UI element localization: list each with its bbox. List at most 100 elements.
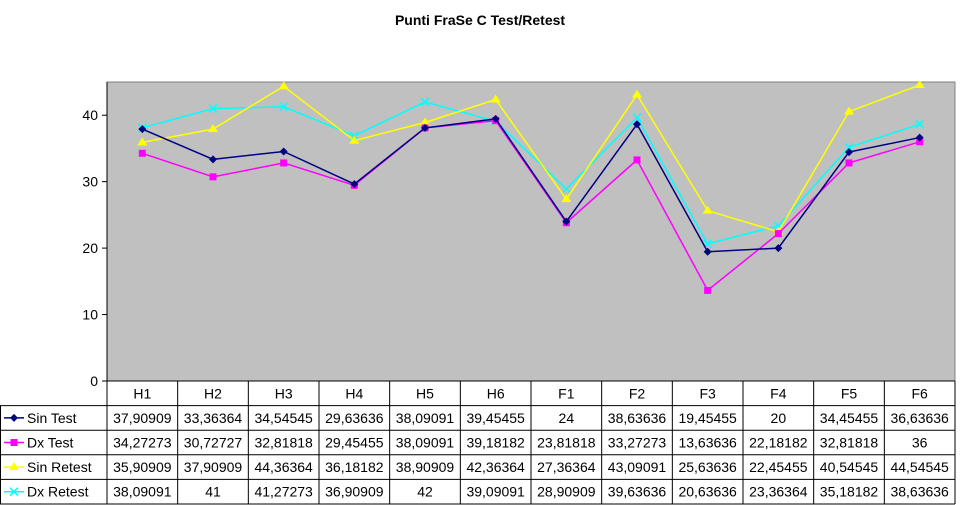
data-point bbox=[774, 230, 782, 238]
data-point bbox=[916, 138, 924, 146]
legend-label: Dx Test bbox=[27, 435, 74, 451]
data-label: 41 bbox=[205, 484, 221, 500]
data-label: 36,90909 bbox=[325, 484, 384, 500]
data-label: 40,54545 bbox=[820, 459, 879, 475]
data-point bbox=[703, 247, 712, 256]
data-point bbox=[208, 104, 218, 114]
data-label: 43,09091 bbox=[608, 459, 667, 475]
data-point bbox=[138, 149, 146, 157]
data-point-stroke bbox=[632, 113, 642, 123]
data-point bbox=[10, 439, 18, 446]
data-label: 36,63636 bbox=[890, 410, 949, 426]
data-point bbox=[845, 148, 853, 157]
category-label: H6 bbox=[487, 386, 505, 402]
data-label: 22,18182 bbox=[749, 435, 808, 451]
data-label: 28,90909 bbox=[537, 484, 596, 500]
data-point bbox=[138, 125, 147, 134]
data-point bbox=[561, 194, 572, 203]
data-label: 38,09091 bbox=[396, 410, 455, 426]
data-point-stroke bbox=[420, 97, 430, 107]
data-point-stroke bbox=[915, 119, 925, 129]
data-point bbox=[279, 102, 289, 112]
data-point bbox=[420, 117, 430, 126]
series-line bbox=[142, 84, 920, 233]
data-point bbox=[209, 155, 217, 164]
data-point-stroke bbox=[9, 487, 19, 497]
data-label: 25,63636 bbox=[678, 459, 737, 475]
data-label: 34,54545 bbox=[254, 410, 313, 426]
plot-area bbox=[106, 81, 956, 382]
series-sin-test bbox=[138, 114, 924, 256]
data-point bbox=[915, 133, 924, 142]
legend-key bbox=[4, 413, 24, 422]
data-label: 36 bbox=[912, 435, 928, 451]
data-label: 44,54545 bbox=[890, 459, 949, 475]
data-point bbox=[490, 94, 501, 103]
data-point bbox=[9, 487, 19, 497]
category-label: F5 bbox=[841, 386, 858, 402]
data-point bbox=[704, 286, 712, 294]
data-label: 38,09091 bbox=[113, 484, 172, 500]
data-point-stroke bbox=[773, 221, 783, 231]
data-label: 20,63636 bbox=[678, 484, 737, 500]
category-label: F4 bbox=[770, 386, 787, 402]
data-label: 35,18182 bbox=[820, 484, 879, 500]
y-tick-label: 20 bbox=[82, 240, 98, 256]
data-label: 39,45455 bbox=[466, 410, 525, 426]
legend-label: Sin Test bbox=[27, 410, 77, 426]
data-label: 38,90909 bbox=[396, 459, 455, 475]
data-label: 27,36364 bbox=[537, 459, 596, 475]
data-point-stroke bbox=[844, 142, 854, 152]
data-point bbox=[632, 113, 642, 123]
data-label: 32,81818 bbox=[820, 435, 879, 451]
data-point bbox=[632, 89, 642, 98]
category-label: H4 bbox=[345, 386, 363, 402]
data-point bbox=[633, 156, 641, 164]
data-label: 29,63636 bbox=[325, 410, 384, 426]
data-label: 39,18182 bbox=[466, 435, 525, 451]
data-label: 38,63636 bbox=[608, 410, 667, 426]
data-point bbox=[491, 114, 500, 123]
category-label: H1 bbox=[133, 386, 151, 402]
data-label: 30,72727 bbox=[184, 435, 243, 451]
data-label: 34,45455 bbox=[820, 410, 879, 426]
data-point-stroke bbox=[561, 184, 571, 194]
data-point bbox=[914, 80, 925, 89]
data-label: 42 bbox=[417, 484, 433, 500]
data-label: 38,09091 bbox=[396, 435, 455, 451]
legend-label: Dx Retest bbox=[27, 484, 89, 500]
data-label: 33,36364 bbox=[184, 410, 243, 426]
data-point bbox=[208, 124, 218, 133]
series-line bbox=[142, 119, 920, 292]
data-label: 39,09091 bbox=[466, 484, 525, 500]
data-point bbox=[421, 123, 429, 132]
data-point bbox=[349, 135, 360, 144]
data-point-stroke bbox=[279, 102, 289, 112]
data-label: 22,45455 bbox=[749, 459, 808, 475]
data-point bbox=[561, 184, 571, 194]
data-label: 39,63636 bbox=[608, 484, 667, 500]
data-label: 44,36364 bbox=[254, 459, 313, 475]
y-tick-label: 0 bbox=[90, 373, 98, 389]
data-label: 29,45455 bbox=[325, 435, 384, 451]
data-point bbox=[137, 137, 148, 146]
data-point bbox=[350, 180, 359, 189]
data-label: 33,27273 bbox=[608, 435, 667, 451]
data-point bbox=[420, 97, 430, 107]
data-point bbox=[10, 413, 18, 422]
legend-key bbox=[4, 487, 24, 497]
y-tick-label: 10 bbox=[82, 307, 98, 323]
data-point bbox=[633, 120, 641, 129]
data-point bbox=[915, 119, 925, 129]
data-label: 37,90909 bbox=[184, 459, 243, 475]
data-label: 32,81818 bbox=[254, 435, 313, 451]
data-label: 37,90909 bbox=[113, 410, 172, 426]
data-label: 36,18182 bbox=[325, 459, 384, 475]
data-label: 24 bbox=[559, 410, 575, 426]
data-point bbox=[845, 159, 853, 167]
series-sin-retest bbox=[137, 80, 925, 235]
category-label: H2 bbox=[204, 386, 222, 402]
data-label: 35,90909 bbox=[113, 459, 172, 475]
data-label: 23,36364 bbox=[749, 484, 808, 500]
